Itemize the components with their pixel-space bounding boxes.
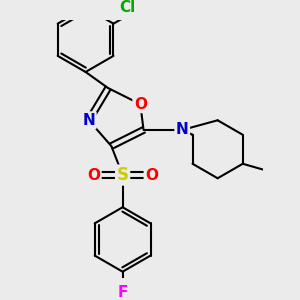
Text: F: F [117,285,128,300]
Text: N: N [82,113,95,128]
Text: O: O [145,167,158,182]
Text: S: S [117,166,129,184]
Text: Cl: Cl [119,0,136,15]
Text: O: O [87,167,100,182]
Text: O: O [134,97,147,112]
Text: N: N [176,122,189,137]
